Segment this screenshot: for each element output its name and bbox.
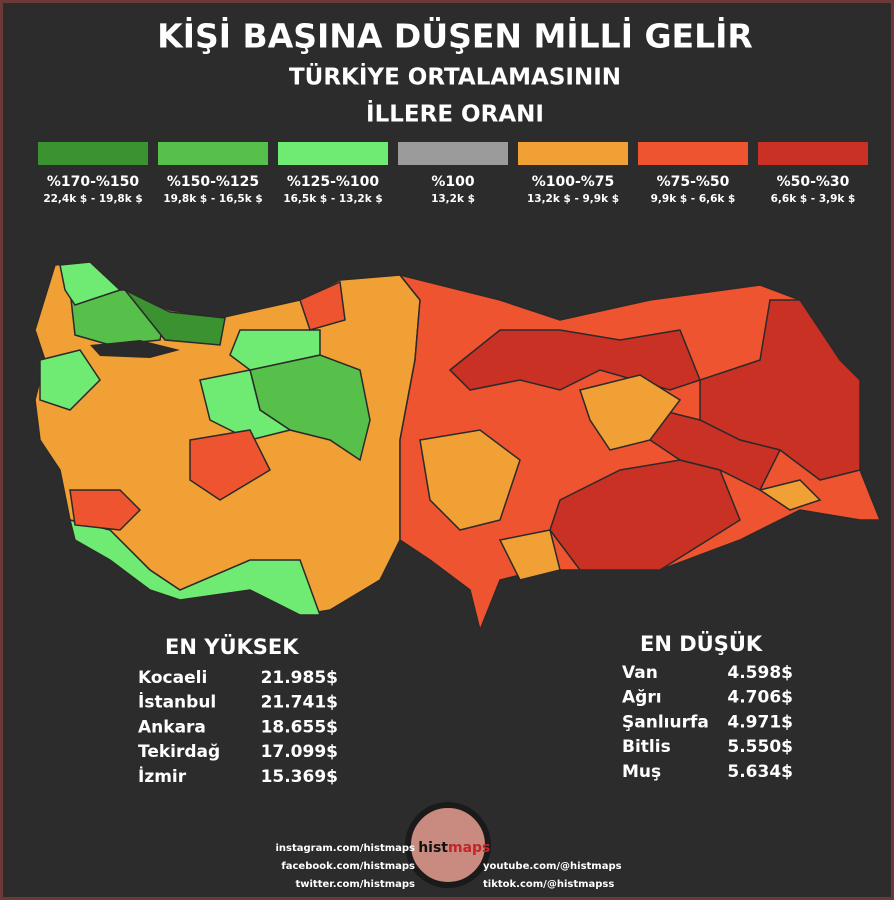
legend-range: %125-%100 xyxy=(287,174,380,190)
row-value: 4.971$ xyxy=(727,712,793,732)
legend-amount: 13,2k $ - 9,9k $ xyxy=(527,193,619,205)
legend-range: %75-%50 xyxy=(657,174,730,190)
legend-amount: 13,2k $ xyxy=(431,193,475,205)
subtitle: İLLERE ORANI xyxy=(366,100,544,128)
row-name: Muş xyxy=(622,762,661,782)
row-name: Kocaeli xyxy=(138,668,207,688)
legend-swatch xyxy=(38,142,148,165)
legend-swatch xyxy=(278,142,388,165)
logo xyxy=(405,802,491,888)
highest-title: EN YÜKSEK xyxy=(165,634,299,659)
row-name: Bitlis xyxy=(622,737,671,757)
legend-range: %100 xyxy=(431,174,475,190)
row-value: 5.634$ xyxy=(727,762,793,782)
row-name: Şanlıurfa xyxy=(622,712,709,732)
legend-range: %150-%125 xyxy=(167,174,259,190)
legend-amount: 16,5k $ - 13,2k $ xyxy=(283,193,382,205)
row-name: Ağrı xyxy=(622,688,662,708)
row-name: Ankara xyxy=(138,717,206,737)
row-value: 4.598$ xyxy=(727,663,793,683)
logo-text: maps xyxy=(448,840,490,856)
legend-swatch xyxy=(158,142,268,165)
legend-swatch xyxy=(398,142,508,165)
social-link: twitter.com/histmaps xyxy=(295,879,415,890)
rankings: Kocaeli 21.985$ İstanbul 21.741$ Ankara 18.65… xyxy=(138,663,793,787)
row-value: 15.369$ xyxy=(261,767,338,787)
row-value: 5.550$ xyxy=(727,737,793,757)
logo-text: hist xyxy=(418,840,448,856)
row-value: 21.985$ xyxy=(261,668,338,688)
lowest-title: EN DÜŞÜK xyxy=(640,631,763,656)
social-links: instagram.com/histmaps facebook.com/histm… xyxy=(275,843,621,890)
subtitle: TÜRKİYE ORTALAMASININ xyxy=(289,63,621,91)
row-value: 18.655$ xyxy=(261,717,338,737)
legend: %170-%150 22,4k $ - 19,8k $ %150-%125 19,8k… xyxy=(38,142,868,205)
map xyxy=(34,261,882,633)
social-link: tiktok.com/@histmapss xyxy=(483,879,614,890)
row-value: 17.099$ xyxy=(261,742,338,762)
row-value: 21.741$ xyxy=(261,693,338,713)
row-value: 4.706$ xyxy=(727,688,793,708)
legend-amount: 6,6k $ - 3,9k $ xyxy=(771,193,856,205)
legend-swatch xyxy=(758,142,868,165)
row-name: Tekirdağ xyxy=(138,742,220,762)
social-link: youtube.com/@histmaps xyxy=(483,861,622,872)
legend-amount: 19,8k $ - 16,5k $ xyxy=(163,193,262,205)
social-link: instagram.com/histmaps xyxy=(275,843,415,854)
legend-swatch xyxy=(518,142,628,165)
legend-amount: 9,9k $ - 6,6k $ xyxy=(651,193,736,205)
title: KİŞİ BAŞINA DÜŞEN MİLLİ GELİR xyxy=(157,16,753,56)
legend-range: %50-%30 xyxy=(777,174,850,190)
legend-range: %170-%150 xyxy=(47,174,140,190)
row-name: İzmir xyxy=(138,765,187,787)
social-link: facebook.com/histmaps xyxy=(281,861,415,872)
row-name: Van xyxy=(622,663,658,683)
row-name: İstanbul xyxy=(138,691,216,713)
legend-amount: 22,4k $ - 19,8k $ xyxy=(43,193,142,205)
legend-range: %100-%75 xyxy=(532,174,615,190)
legend-swatch xyxy=(638,142,748,165)
